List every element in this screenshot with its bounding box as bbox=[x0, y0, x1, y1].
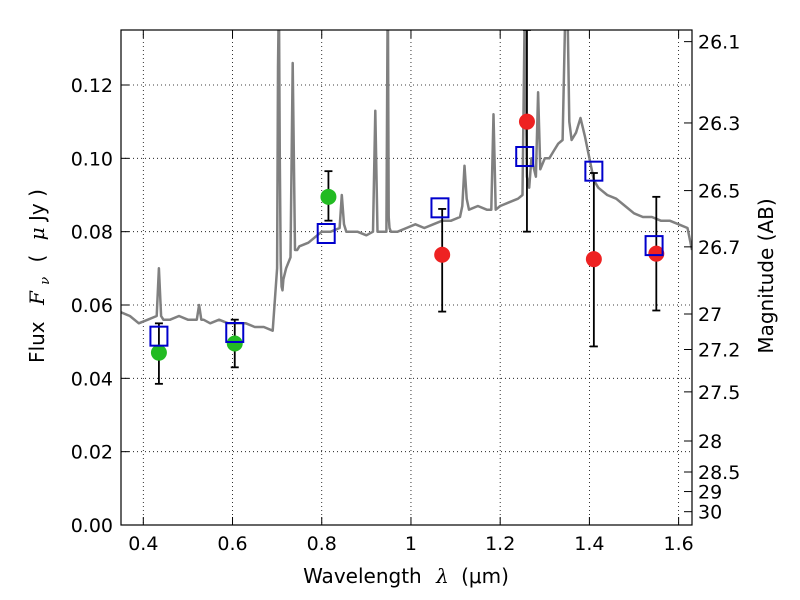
x-tick-label: 0.4 bbox=[128, 533, 158, 555]
observed-green-point bbox=[226, 335, 243, 352]
model-photometry-point bbox=[316, 223, 336, 244]
y2-tick-label: 26.1 bbox=[698, 32, 740, 54]
y2-tick-label: 27.2 bbox=[698, 340, 740, 362]
y-axis-label-symbol: F bbox=[25, 290, 49, 306]
x-tick-label: 1.4 bbox=[574, 533, 604, 555]
observed-green-point bbox=[150, 344, 167, 361]
x-tick-label: 0.8 bbox=[307, 533, 337, 555]
y-tick-label: 0.02 bbox=[71, 442, 113, 464]
observed-red-point bbox=[648, 245, 665, 262]
y2-tick-label: 28.5 bbox=[698, 462, 740, 484]
model-photometry-point bbox=[225, 322, 245, 343]
y2-tick-label: 26.3 bbox=[698, 113, 740, 135]
y2-tick-label: 27 bbox=[698, 304, 722, 326]
y-axis-label-main: Flux bbox=[25, 321, 49, 363]
data-markers bbox=[149, 113, 665, 361]
x-axis-label-symbol: λ bbox=[435, 564, 449, 588]
y-axis-label-open: ( bbox=[25, 255, 49, 263]
observed-green-point bbox=[320, 188, 337, 205]
y-tick-label: 0.00 bbox=[71, 515, 113, 537]
y2-tick-label: 26.7 bbox=[698, 237, 740, 259]
y-axis-label: Flux F ν ( μ Jy ) bbox=[25, 189, 54, 363]
y-axis-label-unit: Jy ) bbox=[25, 189, 49, 223]
x-tick-label: 0.6 bbox=[217, 533, 247, 555]
x-axis-label-unit: (μm) bbox=[461, 564, 509, 588]
observed-red-point bbox=[434, 246, 451, 263]
y-tick-label: 0.10 bbox=[71, 148, 113, 170]
axis-ticks: 0.4 0.6 0.8 1 1.2 1.4 1.6 0.00 0.02 0.04 0.06 0.08 0… bbox=[71, 30, 740, 555]
x-axis-label-main: Wavelength bbox=[303, 564, 422, 588]
y-tick-label: 0.08 bbox=[71, 222, 113, 244]
x-axis-label: Wavelength λ (μm) bbox=[303, 564, 509, 588]
grid-lines bbox=[121, 30, 692, 526]
x-tick-label: 1.6 bbox=[664, 533, 694, 555]
y2-axis-label: Magnitude (AB) bbox=[754, 198, 778, 353]
y2-tick-label: 28 bbox=[698, 431, 722, 453]
x-tick-label: 1.2 bbox=[485, 533, 515, 555]
model-photometry-point bbox=[149, 325, 169, 347]
y2-tick-label: 29 bbox=[698, 482, 722, 504]
observed-red-point bbox=[518, 113, 535, 130]
plot-frame bbox=[120, 29, 693, 526]
y-axis-label-subscript: ν bbox=[38, 277, 53, 285]
y-tick-label: 0.06 bbox=[71, 295, 113, 317]
observed-red-point bbox=[585, 251, 602, 268]
model-photometry-point bbox=[430, 197, 450, 219]
y-tick-label: 0.04 bbox=[71, 368, 113, 390]
y-axis-label-mu: μ bbox=[25, 227, 49, 240]
spectrum-line bbox=[121, 30, 692, 332]
y-tick-label: 0.12 bbox=[71, 75, 113, 97]
model-photometry-point bbox=[584, 160, 604, 182]
model-photometry-point bbox=[644, 235, 664, 257]
error-bars bbox=[154, 30, 661, 385]
model-photometry-point bbox=[515, 146, 535, 167]
y2-tick-label: 26.5 bbox=[698, 181, 740, 203]
y2-tick-label: 27.5 bbox=[698, 382, 740, 404]
x-tick-label: 1 bbox=[405, 533, 417, 555]
y2-tick-label: 30 bbox=[698, 502, 722, 524]
model-spectrum bbox=[121, 30, 692, 332]
